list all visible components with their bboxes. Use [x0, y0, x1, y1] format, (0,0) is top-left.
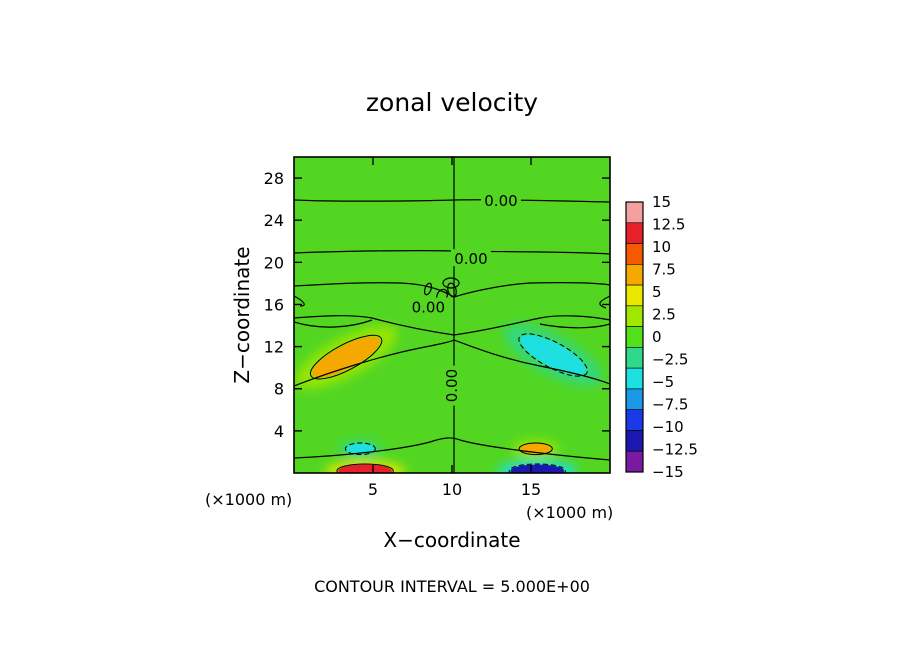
colorbar-frame — [625, 201, 644, 473]
y-tick-label: 16 — [264, 295, 284, 314]
feature-contour — [344, 442, 376, 456]
y-tick-label: 4 — [274, 422, 284, 441]
y-axis-label: Z−coordinate — [230, 246, 254, 383]
contour-label-bg — [442, 365, 459, 406]
contour-label: 0.00 — [484, 192, 517, 210]
colorbar-tick-label: −7.5 — [652, 396, 688, 414]
contour-loop-center-3 — [447, 282, 457, 298]
colorbar-tick-label: 0 — [652, 328, 662, 346]
y-axis-ticks: 4 8 12 16 20 24 28 — [264, 169, 610, 441]
contour-loop-center-1 — [442, 277, 460, 289]
contour-label-bg — [408, 297, 449, 315]
colorbar-swatch — [625, 201, 644, 224]
feature-core — [346, 443, 375, 455]
colorbar-tick-label: 10 — [652, 238, 671, 256]
feature-contour — [309, 334, 383, 380]
colorbar-swatch — [625, 243, 644, 265]
feature-contour — [518, 333, 588, 377]
feature-core — [520, 335, 586, 375]
colorbar: 15 12.5 10 7.5 5 2.5 0 −2.5 −5 −7.5 −10 −12.5 −15 — [625, 193, 698, 481]
colorbar-swatch — [625, 430, 644, 452]
plot-area: 0.00 0.00 0.00 0.00 — [294, 157, 610, 473]
feature-core — [510, 464, 565, 473]
contour-line-left-sheet — [294, 295, 373, 328]
x-tick-label: 15 — [521, 480, 541, 499]
x-axis-ticks: 5 10 15 — [368, 157, 541, 499]
colorbar-tick-label: −10 — [652, 418, 684, 436]
contour-line-right-sheet — [539, 295, 610, 329]
chart-title: zonal velocity — [366, 88, 538, 117]
colorbar-swatch — [625, 347, 644, 369]
feature-contour — [508, 463, 567, 473]
contour-label-bg — [480, 191, 521, 209]
colorbar-swatch — [625, 367, 644, 390]
x-unit-right: (×1000 m) — [526, 503, 613, 522]
contour-label: 0.00 — [412, 299, 445, 317]
contour-line-diagonal-left — [294, 339, 455, 387]
contour-line-low — [294, 437, 610, 461]
colorbar-swatch — [625, 264, 644, 286]
colorbar-swatch — [625, 388, 644, 410]
contour-label: 0.00 — [454, 250, 487, 268]
y-tick-label: 28 — [264, 169, 284, 188]
feature-contour — [518, 442, 553, 456]
velocity-features — [309, 333, 588, 473]
contour-labels: 0.00 0.00 0.00 0.00 — [408, 191, 521, 406]
colorbar-tick-label: 15 — [652, 193, 671, 211]
contour-label: 0.00 — [443, 369, 461, 402]
colorbar-tick-label: −5 — [652, 373, 674, 391]
colorbar-swatch — [625, 222, 644, 244]
x-tick-label: 10 — [442, 480, 462, 499]
colorbar-tick-label: 12.5 — [652, 216, 685, 234]
colorbar-tick-label: −15 — [652, 463, 684, 481]
y-tick-label: 8 — [274, 380, 284, 399]
feature-core — [338, 464, 392, 473]
colorbar-tick-label: −12.5 — [652, 441, 698, 459]
contour-interval-note: CONTOUR INTERVAL = 5.000E+00 — [314, 577, 590, 596]
colorbar-tick-label: 7.5 — [652, 261, 676, 279]
plot-background — [294, 157, 610, 473]
colorbar-tick-label: 5 — [652, 283, 662, 301]
colorbar-swatch — [625, 284, 644, 307]
x-tick-label: 5 — [368, 480, 378, 499]
contour-loop-center-4 — [423, 282, 433, 296]
colorbar-swatch — [625, 305, 644, 327]
y-tick-label: 12 — [264, 338, 284, 357]
colorbar-tick-label: 2.5 — [652, 306, 676, 324]
colorbar-swatch — [625, 409, 644, 431]
feature-core — [312, 336, 381, 378]
contour-label-bg — [450, 249, 491, 267]
contour-line-diagonal-right — [453, 339, 610, 385]
y-tick-label: 20 — [264, 253, 284, 272]
feature-contour — [336, 463, 394, 473]
colorbar-swatch — [625, 326, 644, 348]
colorbar-tick-label: −2.5 — [652, 351, 688, 369]
x-unit-left: (×1000 m) — [205, 490, 292, 509]
colorbar-swatch — [625, 450, 644, 473]
y-tick-label: 24 — [264, 211, 284, 230]
x-axis-label: X−coordinate — [383, 528, 520, 552]
